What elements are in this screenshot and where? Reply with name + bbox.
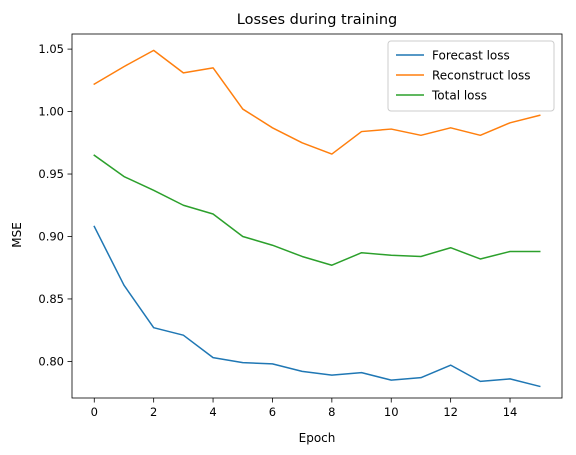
legend: Forecast loss Reconstruct loss Total loss	[387, 40, 555, 112]
legend-box	[387, 40, 555, 112]
legend-label: Forecast loss	[432, 49, 510, 63]
x-tick-label: 12	[443, 405, 458, 419]
x-tick-label: 0	[91, 405, 98, 419]
y-tick-label: 1.00	[38, 105, 64, 119]
series-line-2	[93, 49, 541, 155]
y-tick-label: 0.90	[38, 229, 64, 243]
x-axis-label: Epoch	[299, 431, 336, 445]
y-axis-label: MSE	[10, 222, 24, 248]
y-tick-label: 0.80	[38, 354, 64, 368]
series-line-1	[93, 225, 541, 388]
x-tick-label: 14	[503, 405, 518, 419]
y-tick-label: 1.05	[38, 42, 64, 56]
x-tick-label: 10	[384, 405, 399, 419]
axes-frame	[71, 33, 563, 399]
series-line-3	[93, 154, 541, 266]
y-tick-label: 0.95	[38, 167, 64, 181]
legend-label: Total loss	[431, 89, 487, 103]
plot-area: 0 2 4 6 8 10 12 14 0.80 0.85 0.90 0.95 1.00 1.05 Forec…	[38, 33, 563, 419]
legend-label: Reconstruct loss	[432, 69, 531, 83]
x-tick-label: 4	[209, 405, 216, 419]
chart-title: Losses during training	[237, 12, 397, 28]
x-tick-label: 6	[269, 405, 276, 419]
x-tick-label: 8	[328, 405, 335, 419]
y-tick-label: 0.85	[38, 292, 64, 306]
x-tick-label: 2	[150, 405, 157, 419]
